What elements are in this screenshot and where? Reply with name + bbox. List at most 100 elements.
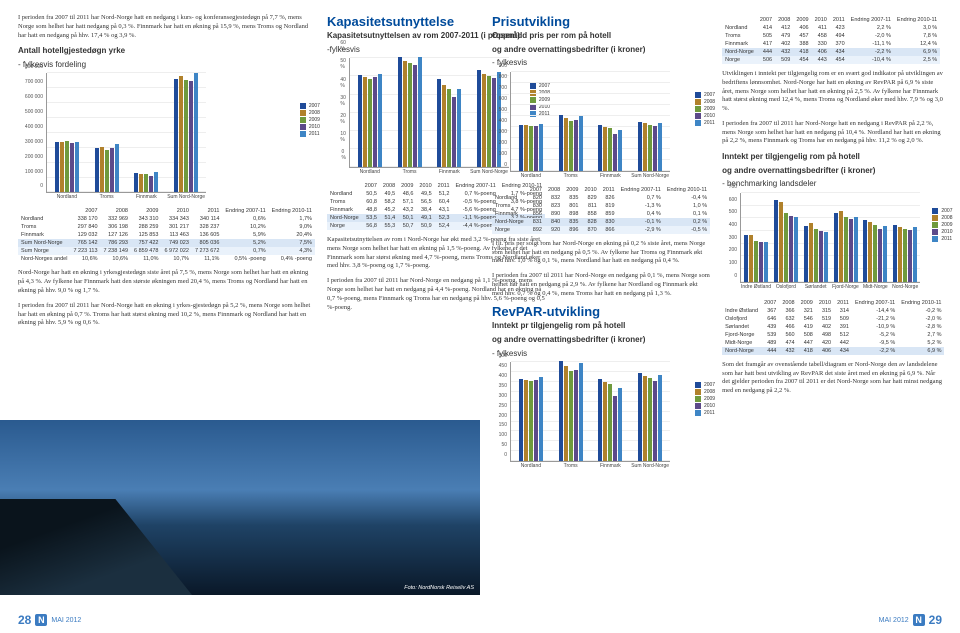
table-cell: 439 [761, 323, 779, 331]
table-cell: Troms [18, 223, 70, 231]
table-cell: 49,5 [380, 190, 398, 198]
table-cell: Nord-Norge [722, 347, 761, 355]
table-header: 2011 [435, 182, 453, 190]
table-row: Nordland8208328358298260,7 %-0,4 % [492, 194, 710, 202]
table-cell: 786 293 [101, 239, 131, 247]
table-cell: 432 [779, 347, 797, 355]
bar [643, 376, 647, 462]
table-header: 2011 [600, 186, 618, 194]
table-cell: Norge [722, 56, 757, 64]
legend-swatch [300, 124, 306, 130]
legend-swatch [695, 120, 701, 126]
legend-label: 2010 [941, 229, 952, 235]
table-row: Norge506509454443454-10,4 %2,5 % [722, 56, 940, 64]
legend-item: 2011 [695, 410, 715, 416]
bar [358, 75, 362, 167]
table-cell: 7,8 % [894, 32, 940, 40]
page-num-29: 29 [929, 613, 942, 627]
y-tick-label: 800 [499, 74, 511, 80]
y-tick-label: 700 [729, 184, 741, 190]
table-cell: 411 [812, 24, 830, 32]
legend-item: 2009 [932, 222, 952, 228]
bar [759, 242, 763, 282]
y-tick-label: 300 [729, 235, 741, 241]
table-cell: Fjord-Norge [722, 331, 761, 339]
table-row: Nord-Norge444432418406434-2,2 %6,9 % [722, 48, 940, 56]
table-cell: 479 [775, 32, 793, 40]
legend-item: 2011 [300, 131, 320, 137]
page-num-28: 28 [18, 613, 31, 627]
table-cell: 801 [563, 202, 581, 210]
table-cell: 338 170 [70, 215, 100, 223]
table-row: Norge892920896870866-2,9 %-0,5 % [492, 226, 710, 234]
legend-label: 2007 [704, 92, 715, 98]
bar [529, 126, 533, 171]
bar [539, 124, 543, 171]
y-tick-label: 800 000 [25, 64, 47, 70]
table-cell: Sørlandet [722, 323, 761, 331]
table-cell: -2,2 % [848, 48, 894, 56]
x-tick-label: Midt-Norge [863, 282, 888, 290]
table-row: Nord-Norge444432418406434-2,2 %6,9 % [722, 347, 944, 355]
table-cell: 406 [812, 48, 830, 56]
x-tick-label: Finnmark [600, 461, 621, 469]
table-cell: 830 [527, 202, 545, 210]
bar [658, 375, 662, 461]
table-cell: -9,5 % [852, 339, 898, 347]
bar [564, 366, 568, 461]
legend-label: 2008 [941, 215, 952, 221]
legend-item: 2010 [300, 124, 320, 130]
table-cell: 11,1% [192, 255, 222, 263]
y-tick-label: 50 [501, 442, 511, 448]
bar [134, 173, 138, 192]
table-header [722, 16, 757, 24]
table-cell: 6,9 % [898, 347, 944, 355]
bar [749, 235, 753, 282]
table1: 20072008200920102011Endring 2007-11Endri… [18, 207, 315, 263]
table-cell: -0,2 % [898, 307, 944, 315]
x-tick-label: Finnmark [136, 192, 157, 200]
bar [559, 361, 563, 461]
table-cell: Norge [492, 226, 527, 234]
bar [574, 120, 578, 170]
table-cell: 38,4 [416, 206, 434, 214]
legend-swatch [695, 396, 701, 402]
legend-item: 2007 [695, 382, 715, 388]
table-cell: 0,2 % [664, 218, 710, 226]
bar [519, 379, 523, 461]
table-cell: Finnmark [722, 40, 757, 48]
table-cell: Troms [722, 32, 757, 40]
table-cell: 509 [775, 56, 793, 64]
legend-swatch [695, 403, 701, 409]
table-cell: 442 [834, 339, 852, 347]
table-cell: 423 [830, 24, 848, 32]
n-logo-icon-right: N [913, 614, 925, 626]
table-header: Endring 2010-11 [664, 186, 710, 194]
table-cell: 443 [812, 56, 830, 64]
bar [804, 226, 808, 282]
chart5-sub1: og andre overnattingsbedrifter (i kroner… [722, 166, 944, 176]
table-cell: 505 [757, 32, 775, 40]
table-cell: 51,4 [380, 214, 398, 222]
table-cell: Nordland [18, 215, 70, 223]
table-header: 2007 [70, 207, 100, 215]
table-cell: -11,1 % [848, 40, 894, 48]
legend-swatch [932, 222, 938, 228]
table-cell: -0,1 % [618, 218, 664, 226]
para1: Nord-Norge har hatt en økning i yrkesgje… [18, 269, 315, 295]
chart1: 0100 000200 000300 000400 000500 000600 … [18, 73, 315, 193]
table-cell: 859 [600, 210, 618, 218]
bar [648, 378, 652, 461]
table-cell: 811 [581, 202, 599, 210]
table-header: 2009 [793, 16, 811, 24]
table-cell: 314 [834, 307, 852, 315]
bar [868, 222, 872, 282]
y-tick-label: 500 [499, 107, 511, 113]
table-cell: 49,1 [416, 214, 434, 222]
legend-swatch [300, 110, 306, 116]
table-cell: 466 [779, 323, 797, 331]
legend-item: 2011 [932, 236, 952, 242]
table-cell: -0,4 % [664, 194, 710, 202]
x-tick-label: Oslofjord [776, 282, 796, 290]
y-tick-label: 200 [729, 247, 741, 253]
